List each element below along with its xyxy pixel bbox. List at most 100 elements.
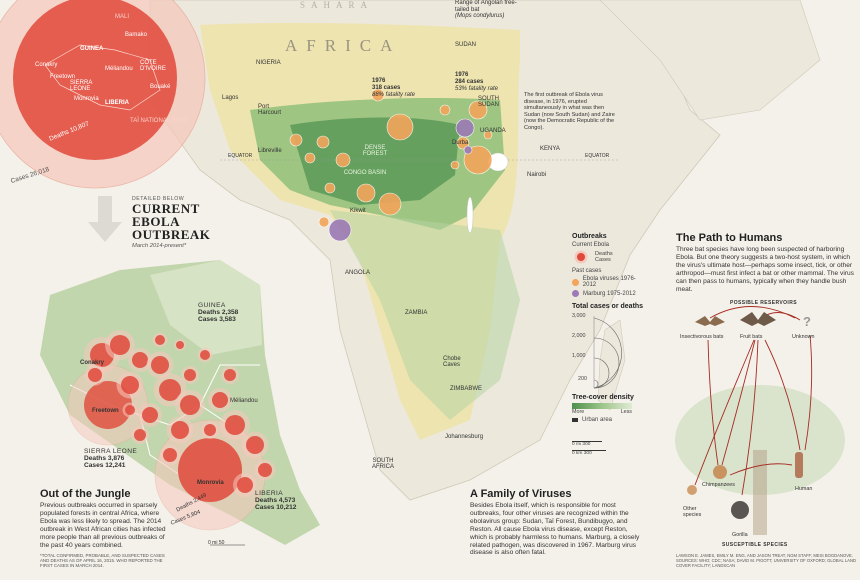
urban-area-icon xyxy=(572,418,578,422)
legend-more: More xyxy=(572,409,585,415)
current-title-2: EBOLA xyxy=(132,214,181,229)
label-meliandou: Méliandou xyxy=(105,66,133,72)
insectivorous-bat-icon xyxy=(695,316,725,326)
legend-scale-1000: 1,000 xyxy=(572,353,586,359)
tree-gradient xyxy=(572,403,632,409)
a1976a-year: 1976 xyxy=(372,78,386,84)
label-sudan: SUDAN xyxy=(455,42,477,48)
inset-sl-deaths: Deaths 3,876 xyxy=(84,455,125,462)
credits: LAWSON E. JAMES, EMILY M. ENG, AND JASON… xyxy=(676,553,857,568)
legend-nested-circles xyxy=(593,316,622,389)
marburg-circle xyxy=(455,118,475,138)
marburg-circle xyxy=(328,218,352,242)
arrow-insect-chimp xyxy=(707,339,719,466)
legend-current-ebola: Current Ebola xyxy=(572,242,610,248)
arrow-fruit-human xyxy=(764,339,801,451)
label-freetown: Freetown xyxy=(50,74,76,80)
west-africa-outline xyxy=(44,44,161,111)
inset-deaths-circle xyxy=(110,335,130,355)
label-angola: ANGOLA xyxy=(345,270,371,276)
ebola-past-circle xyxy=(378,192,402,216)
inset-guinea-block: GUINEA Deaths 2,358 Cases 3,583 xyxy=(198,302,238,323)
lake-tanganyika xyxy=(466,196,474,234)
path-to-humans: The Path to Humans Three bat species hav… xyxy=(676,232,854,293)
inset-deaths-circle xyxy=(246,436,264,454)
inset-deaths-circle xyxy=(224,369,236,381)
inset-deaths-circle xyxy=(176,341,184,349)
label-tai-park: TAÏ NATIONAL PARK xyxy=(130,118,188,124)
legend-scale-circles: 3,000 2,000 1,000 200 xyxy=(572,310,647,390)
inset-deaths-circle xyxy=(204,424,216,436)
inset-sl-cases: Cases 12,241 xyxy=(84,462,126,469)
inset-guinea-name: GUINEA xyxy=(198,302,226,309)
jungle-block: Out of the Jungle Previous outbreaks occ… xyxy=(40,488,172,568)
label-johannesburg: Johannesburg xyxy=(445,434,484,440)
label-sierra-leone: SIERRA LEONE xyxy=(70,80,93,92)
inset-sl-block: SIERRA LEONE Deaths 3,876 Cases 12,241 xyxy=(84,448,137,469)
ebola-past-circle xyxy=(468,100,488,120)
current-title-3: OUTBREAK xyxy=(132,227,211,242)
arrow-unknown-human xyxy=(804,334,813,451)
arabia xyxy=(599,0,821,121)
inset-deaths-circle xyxy=(125,405,135,415)
inset-deaths-circle xyxy=(171,421,189,439)
savanna-south xyxy=(330,210,520,420)
inset-deaths-circle xyxy=(159,379,181,401)
unknown-icon: ? xyxy=(803,314,811,329)
label-other-species: Other species xyxy=(683,506,702,518)
inset-land-light xyxy=(150,260,262,355)
ebola-past-circle xyxy=(371,88,385,102)
ebola-past-circle xyxy=(289,133,303,147)
inset-deaths-circle xyxy=(132,352,148,368)
label-unknown: Unknown xyxy=(792,334,815,340)
ebola-past-circle xyxy=(304,152,316,164)
family-title: A Family of Viruses xyxy=(470,488,572,500)
legend-marburg: Marburg 1975-2012 xyxy=(583,290,636,297)
legend-scale-2000: 2,000 xyxy=(572,333,586,339)
inset-deaths-circle xyxy=(200,350,210,360)
label-africa: AFRICA xyxy=(285,36,402,55)
label-chimpanzees: Chimpanzees xyxy=(702,482,735,488)
label-insectivorous-bats: Insectivorous bats xyxy=(680,334,724,340)
label-monrovia: Monrovia xyxy=(74,96,99,102)
inset-deaths-circle xyxy=(180,395,200,415)
label-guinea: GUINEA xyxy=(80,46,104,52)
label-south-africa: SOUTH AFRICA xyxy=(371,458,394,470)
label-bamako: Bamako xyxy=(125,32,148,38)
legend-map-scale-km: 0 km 300 xyxy=(572,450,606,456)
inset-deaths-ring xyxy=(178,438,242,502)
label-nairobi: Nairobi xyxy=(527,172,547,178)
a1976b-year: 1976 xyxy=(455,72,469,78)
a1976a-rate: 88% fatality rate xyxy=(372,92,416,98)
label-mali: MALI xyxy=(115,14,130,20)
family-body: Besides Ebola itself, which is responsib… xyxy=(470,502,640,557)
deaths-circle xyxy=(13,0,177,160)
legend-total-title: Total cases or deaths xyxy=(572,303,644,310)
inset-monrovia: Monrovia xyxy=(197,480,224,486)
inset-meliandou: Méliandou xyxy=(230,398,258,404)
annotation-1976-a: 1976 318 cases 88% fatality rate xyxy=(372,78,415,99)
current-outbreak-block: DETAILED BELOW CURRENT EBOLA OUTBREAK Ma… xyxy=(132,196,222,249)
arrow-unknown-insect xyxy=(709,306,796,319)
label-libreville: Libreville xyxy=(258,148,282,154)
bat-range-species: (Mops condylurus) xyxy=(455,13,505,19)
arrow-fruit-gorilla xyxy=(741,339,759,496)
ebola-past-dot-icon xyxy=(572,278,579,286)
label-bouake: Bouaké xyxy=(150,84,171,90)
possible-reservoirs: POSSIBLE RESERVOIRS xyxy=(730,300,797,306)
arrow-chimp-human xyxy=(729,463,793,476)
inset-freetown: Freetown xyxy=(92,408,119,414)
a1976b-rate: 53% fatality rate xyxy=(455,86,499,92)
label-chobe: Chobe Caves xyxy=(443,356,461,368)
arrow-fruit-other xyxy=(694,339,755,486)
marburg-outbreaks xyxy=(328,118,475,242)
inset-outbreak-circles xyxy=(67,330,276,531)
gorilla-icon xyxy=(731,501,749,519)
inset-deaths-circle xyxy=(134,429,146,441)
ebola-past-circle xyxy=(335,152,351,168)
label-congo-basin: CONGO BASIN xyxy=(343,170,387,176)
a1976b-cases: 284 cases xyxy=(455,79,484,85)
legend-past-cases: Past cases xyxy=(572,268,602,274)
legend-ebola-past: Ebola viruses 1976-2012 xyxy=(582,276,636,288)
label-kikwit: Kikwit xyxy=(350,208,366,214)
